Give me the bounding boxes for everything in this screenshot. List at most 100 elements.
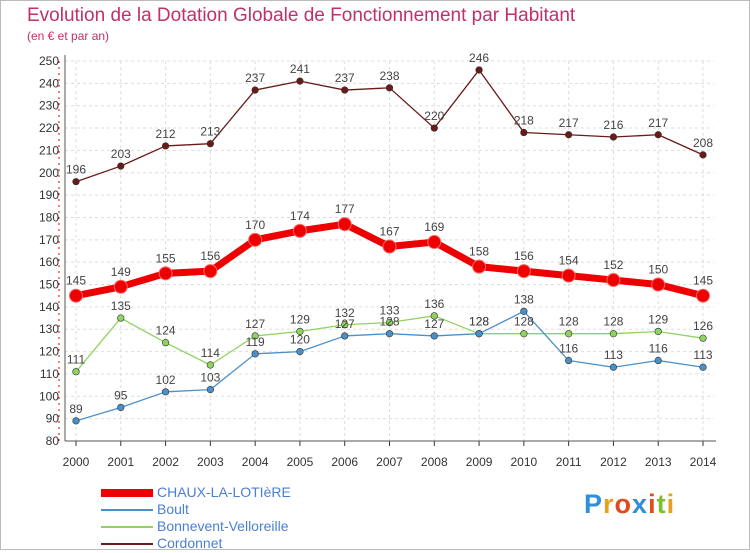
data-label: 129 [290,312,310,326]
data-point [161,339,170,347]
data-label: 155 [156,251,176,265]
data-point [296,77,304,85]
data-label: 127 [245,317,265,331]
data-label: 114 [201,346,220,360]
legend-label: Boult [157,501,189,517]
data-point [251,332,259,340]
y-tick-label: 250 [39,54,59,68]
data-label: 102 [156,373,176,387]
data-label: 124 [156,324,176,338]
data-label: 196 [66,163,86,177]
data-point [72,417,80,425]
y-tick-label: 170 [39,233,59,247]
data-point [158,266,173,281]
y-tick-label: 120 [39,345,59,359]
data-label: 174 [290,209,310,223]
data-point [117,162,125,170]
data-label: 111 [67,353,86,367]
x-tick-label: 2013 [645,455,672,469]
x-tick-label: 2002 [152,455,179,469]
data-point [565,131,573,139]
y-tick-label: 200 [39,166,59,180]
data-label: 128 [469,315,489,329]
data-point [430,312,438,320]
data-label: 138 [514,292,534,306]
x-tick-label: 2010 [511,455,538,469]
data-point [206,140,214,148]
data-point [296,347,304,356]
x-tick-label: 2001 [107,455,134,469]
y-tick-label: 90 [46,412,60,426]
data-point [385,330,394,338]
data-label: 156 [514,249,534,263]
x-tick-label: 2012 [600,455,627,469]
data-label: 208 [693,136,713,150]
data-label: 145 [66,274,86,288]
data-label: 127 [424,317,444,331]
series-bonnevent-velloreille [72,312,707,376]
data-label: 128 [379,315,399,329]
data-point [520,128,528,137]
data-point [341,321,349,329]
y-tick-label: 180 [39,210,59,224]
data-point [520,330,528,338]
data-point [251,86,259,94]
logo-letter: x [632,489,649,519]
y-tick-label: 240 [39,76,59,90]
data-point [699,363,707,371]
data-point [113,279,128,294]
data-label: 103 [200,371,220,385]
data-label: 167 [379,225,399,239]
data-label: 113 [604,348,623,362]
y-tick-label: 220 [39,121,59,135]
data-label: 129 [648,312,668,326]
y-tick-label: 80 [46,434,60,448]
data-point [69,288,83,303]
data-point [654,327,662,336]
data-point [699,334,707,342]
data-label: 128 [603,315,623,329]
legend-swatch [101,526,153,528]
legend-label: Cordonnet [157,535,223,551]
series-boult [72,307,707,425]
series-layer [69,66,710,425]
x-tick-label: 2007 [376,455,403,469]
data-point [520,307,528,315]
logo-letter: i [666,489,676,519]
data-label: 128 [514,315,534,329]
data-label: 241 [290,62,310,76]
chart-subtitle: (en € et par an) [27,29,110,43]
data-label: 132 [335,306,355,320]
data-label: 212 [156,127,176,141]
logo-letter: o [614,489,633,519]
data-point [654,131,662,139]
data-point [430,332,438,340]
data-label: 203 [111,147,131,161]
data-point [72,368,80,376]
data-label: 216 [603,118,623,132]
legend-swatch [101,489,153,497]
logo-letter: t [656,489,667,519]
data-point [651,277,666,292]
data-point [699,151,707,159]
data-point [475,330,483,338]
y-tick-label: 150 [39,278,59,292]
data-point [341,86,349,94]
data-point [117,314,125,322]
data-label: 220 [424,109,444,123]
data-label: 217 [648,116,668,130]
data-point [337,217,352,232]
data-point [296,327,304,336]
data-label: 246 [469,51,489,65]
data-label: 126 [693,319,713,333]
x-tick-label: 2000 [63,455,90,469]
data-labels: 196 203 212 213 237 241 237 238 220 246 218 217 216 2… [66,51,713,416]
data-point [696,288,710,303]
data-point [341,332,349,340]
y-tick-label: 100 [39,389,59,403]
data-label: 127 [335,317,355,331]
data-point [427,235,442,250]
data-point [561,268,576,283]
